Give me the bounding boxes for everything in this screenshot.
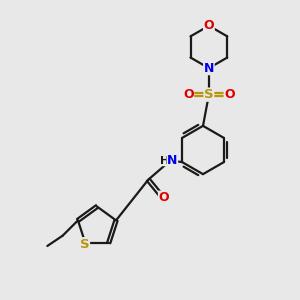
Text: O: O: [158, 191, 169, 204]
Text: H: H: [160, 156, 169, 166]
Text: N: N: [204, 61, 214, 75]
Text: S: S: [204, 88, 214, 101]
Text: S: S: [80, 238, 89, 251]
Text: N: N: [167, 154, 178, 167]
Text: O: O: [204, 19, 214, 32]
Text: O: O: [183, 88, 194, 101]
Text: O: O: [224, 88, 235, 101]
